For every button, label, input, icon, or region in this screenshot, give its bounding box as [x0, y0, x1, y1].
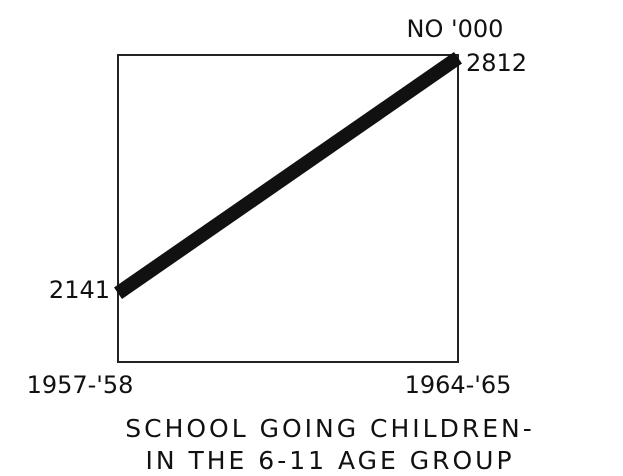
data-label: 2812 — [466, 49, 527, 77]
x-tick-label: 1957-'58 — [27, 371, 134, 399]
data-line — [114, 52, 462, 299]
data-label: 2141 — [49, 276, 110, 304]
plot-frame — [117, 54, 459, 363]
x-tick-label: 1964-'65 — [405, 371, 512, 399]
chart-title: SCHOOL GOING CHILDREN- — [125, 414, 535, 443]
y-axis-label: NO '000 — [407, 15, 504, 43]
chart-subtitle: IN THE 6-11 AGE GROUP — [145, 446, 514, 475]
